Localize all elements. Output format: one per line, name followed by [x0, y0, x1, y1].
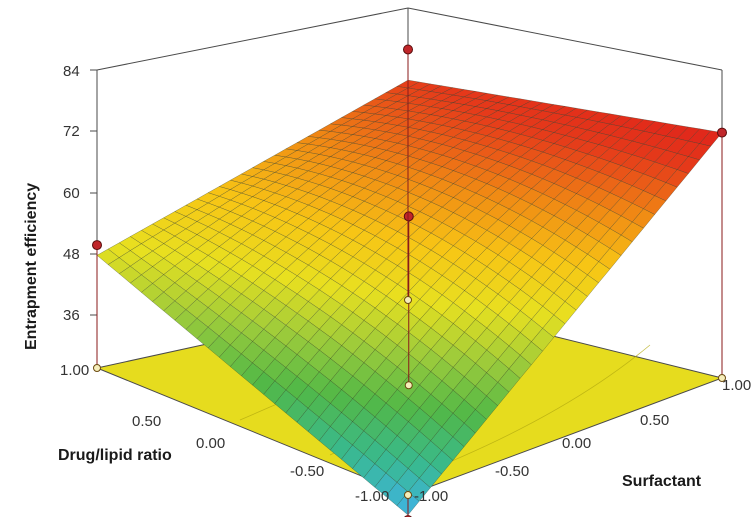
x-tick-label: -1.00: [355, 488, 389, 505]
design-points: [92, 44, 727, 517]
design-point-floor-marker: [404, 296, 412, 304]
y-tick-label: 1.00: [722, 377, 751, 394]
y-axis-ticks: -1.00 -0.50 0.00 0.50 1.00: [414, 377, 751, 505]
design-point-floor-marker: [404, 381, 413, 390]
design-point-marker: [403, 211, 414, 222]
design-point-floor-marker: [718, 374, 726, 382]
x-axis-label: Drug/lipid ratio: [58, 447, 172, 464]
design-point-floor-marker: [404, 491, 412, 499]
z-tick-label: 36: [63, 307, 80, 324]
design-point-marker: [717, 127, 727, 138]
x-tick-label: 0.50: [132, 413, 161, 430]
box-top-left: [96, 7, 409, 71]
z-axis-label: Entrapment efficiency: [23, 183, 40, 350]
z-tick-label: 60: [63, 185, 80, 202]
design-point-marker: [92, 240, 102, 251]
y-tick-label: 0.00: [562, 435, 591, 452]
z-tick-label: 84: [63, 63, 80, 80]
x-tick-label: -0.50: [290, 463, 324, 480]
z-axis-ticks: 84 72 60 48 36: [63, 63, 80, 324]
box-top-right: [407, 7, 723, 71]
y-tick-label: -0.50: [495, 463, 529, 480]
x-axis-ticks: 1.00 0.50 0.00 -0.50 -1.00: [60, 362, 389, 505]
y-tick-label: -1.00: [414, 488, 448, 505]
y-axis-label: Surfactant: [622, 473, 702, 490]
x-tick-label: 1.00: [60, 362, 89, 379]
z-tick-label: 72: [63, 123, 80, 140]
z-tick-marks: [90, 69, 97, 316]
design-point-marker: [403, 44, 413, 55]
z-tick-label: 48: [63, 246, 80, 263]
design-point-floor-marker: [93, 364, 101, 372]
y-tick-label: 0.50: [640, 412, 669, 429]
response-surface: [96, 79, 723, 516]
x-tick-label: 0.00: [196, 435, 225, 452]
